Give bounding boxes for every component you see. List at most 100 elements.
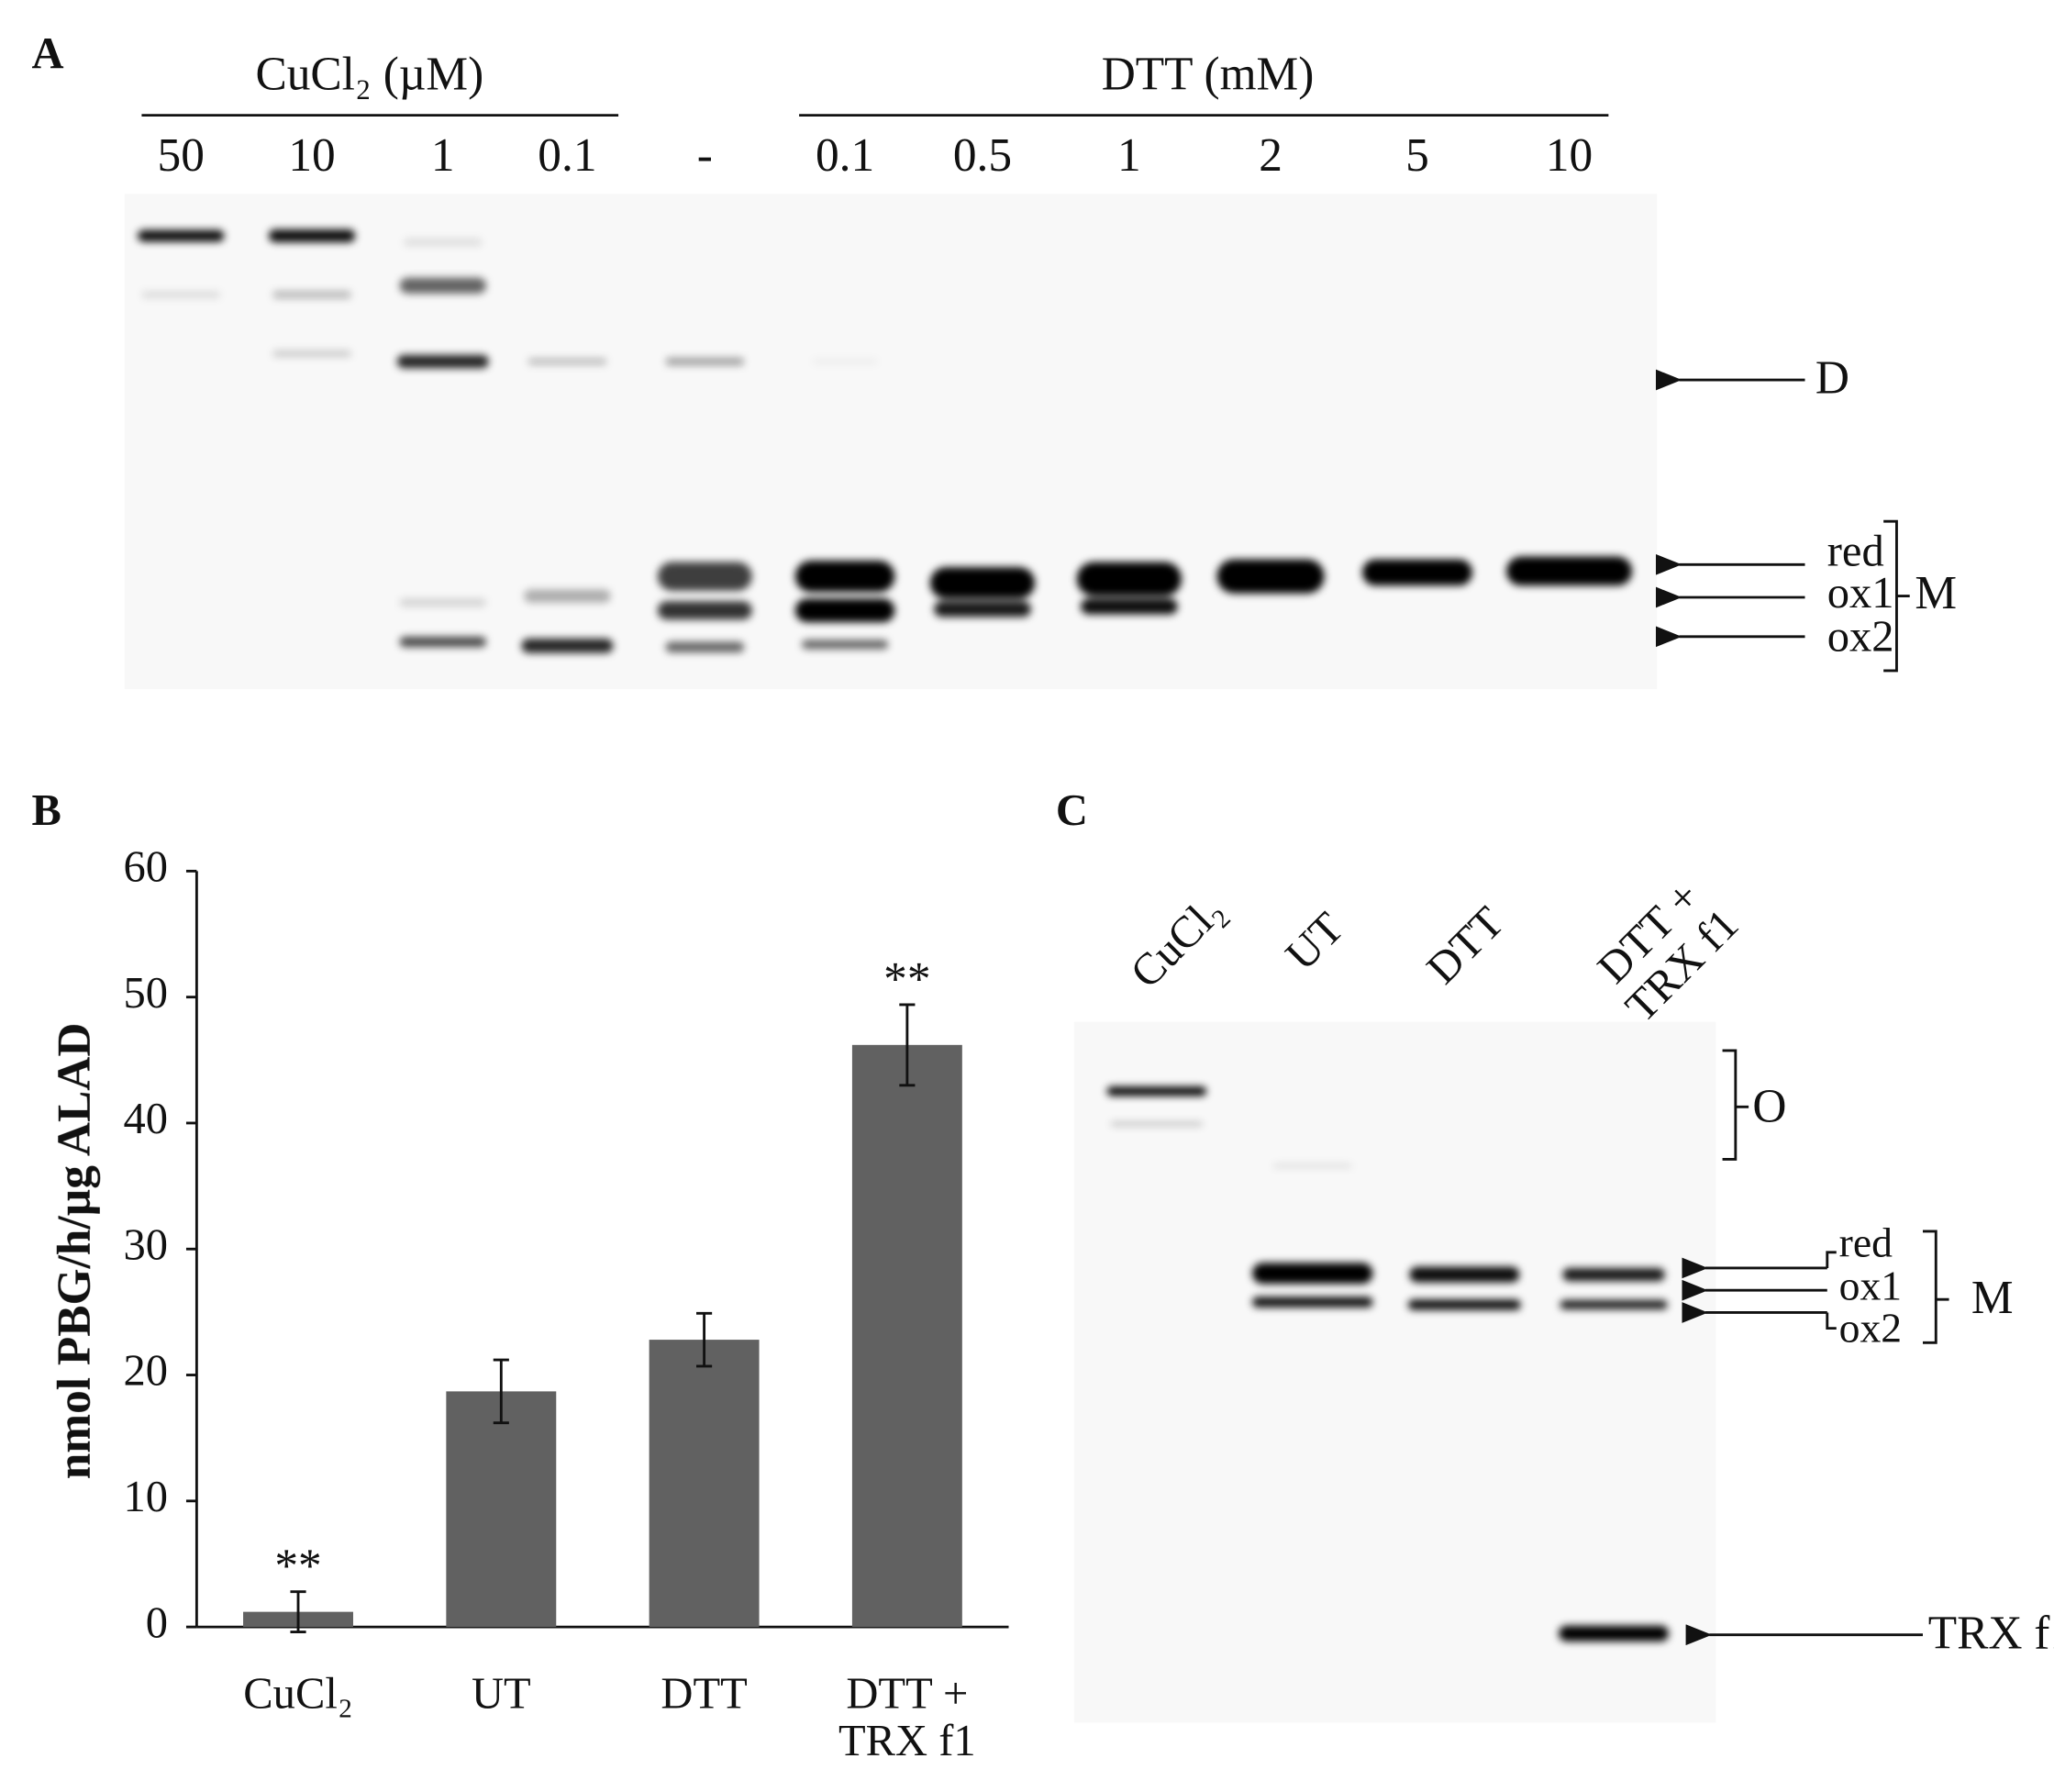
band <box>812 359 878 364</box>
bracket <box>1826 1251 1837 1330</box>
bar-chart: 0 10 20 30 40 50 60 ** CuCl₂ UT DTT ** DTT + TRX f1 <box>123 843 1009 1766</box>
bar <box>649 1340 760 1628</box>
lane-label: 0.5 <box>953 129 1012 182</box>
band <box>1081 598 1178 615</box>
band <box>794 598 895 623</box>
lane-label: 10 <box>1546 129 1593 182</box>
lane-label: 50 <box>158 129 205 182</box>
gel-bands <box>1106 1086 1670 1642</box>
band <box>1252 1263 1373 1285</box>
y-tick-label: 30 <box>123 1220 168 1269</box>
band-label: D <box>1815 352 1849 405</box>
band <box>801 640 889 650</box>
band <box>1252 1297 1373 1308</box>
label: DTT <box>661 1671 748 1720</box>
band <box>1560 1299 1668 1309</box>
band <box>1559 1625 1670 1642</box>
label: DTT + TRX f1 <box>838 1671 976 1766</box>
group-label: DTT (mM) <box>1102 48 1315 100</box>
band <box>403 238 483 247</box>
y-tick-label: 60 <box>123 843 168 892</box>
band <box>794 561 895 593</box>
band <box>1076 562 1182 596</box>
gel <box>1073 1021 1716 1723</box>
band-label: red <box>1839 1219 1893 1266</box>
bracket <box>1883 519 1910 673</box>
lane-label: 1 <box>431 129 455 182</box>
band <box>396 354 489 369</box>
y-tick-label: 50 <box>123 969 168 1018</box>
significance: ** <box>883 953 930 1006</box>
label: CuCl₂ <box>1121 885 1234 998</box>
band <box>521 638 614 653</box>
band <box>1216 559 1325 594</box>
error-bar <box>290 1590 306 1634</box>
lane-label: 1 <box>1117 129 1141 182</box>
bar <box>446 1391 557 1628</box>
band <box>929 567 1036 599</box>
label: DTT + TRX f1 <box>1589 872 1749 1032</box>
bracket <box>1722 1049 1749 1161</box>
group-label: CuCl₂ (µM) <box>255 48 483 100</box>
lane-label: - <box>697 129 713 182</box>
band <box>1361 559 1472 586</box>
band <box>665 641 745 652</box>
panel-label: A <box>32 29 64 78</box>
band-label: ox2 <box>1827 612 1894 661</box>
band <box>1407 1299 1521 1310</box>
band <box>657 601 752 620</box>
band <box>399 598 486 607</box>
y-tick-label: 20 <box>123 1347 168 1396</box>
band <box>268 228 356 243</box>
panel-label: C <box>1056 786 1088 835</box>
panel-label: B <box>32 786 61 835</box>
band <box>527 358 607 365</box>
band <box>1272 1163 1352 1168</box>
error-bar <box>696 1311 713 1368</box>
band <box>1110 1121 1203 1127</box>
significance: ** <box>274 1541 321 1593</box>
lane-label: 10 <box>288 129 335 182</box>
band <box>657 562 752 591</box>
band-label: ox2 <box>1839 1304 1903 1351</box>
lane-label: 5 <box>1405 129 1429 182</box>
band <box>138 229 225 242</box>
band <box>141 291 221 298</box>
label-box: UT <box>471 1671 531 1720</box>
band <box>399 636 486 648</box>
error-bar <box>899 1003 916 1087</box>
band-label: M <box>1915 567 1957 619</box>
band-label: TRX f1 <box>1928 1607 2054 1659</box>
bar <box>851 1044 962 1628</box>
band <box>1562 1267 1665 1282</box>
label-box: DTT + TRX f1 <box>838 1671 976 1766</box>
band <box>1409 1266 1520 1283</box>
band <box>272 290 351 299</box>
label-box: DTT <box>661 1671 748 1720</box>
band-label: O <box>1752 1080 1786 1132</box>
band-label: M <box>1971 1272 2014 1324</box>
y-tick-label: 40 <box>123 1095 168 1143</box>
band <box>934 601 1031 618</box>
lane-label: 2 <box>1259 129 1282 182</box>
y-tick-label: 0 <box>146 1598 168 1647</box>
band <box>665 357 745 366</box>
band-label: ox1 <box>1839 1263 1903 1309</box>
lane-label: 0.1 <box>816 129 874 182</box>
band <box>1506 556 1633 586</box>
gel-bands <box>138 228 1633 653</box>
band <box>524 589 611 603</box>
label: UT <box>471 1671 531 1720</box>
y-axis-label: nmol PBG/h/µg ALAD <box>49 1022 101 1479</box>
band-label: red <box>1827 527 1884 575</box>
label: CuCl₂ <box>243 1671 353 1720</box>
label-box: CuCl₂ <box>243 1671 353 1720</box>
band <box>399 277 486 294</box>
lane-label: 0.1 <box>538 129 596 182</box>
band-label: ox1 <box>1827 569 1894 618</box>
band <box>1106 1086 1207 1096</box>
error-bar <box>493 1358 509 1425</box>
band <box>272 350 351 358</box>
y-tick-label: 10 <box>123 1473 168 1521</box>
